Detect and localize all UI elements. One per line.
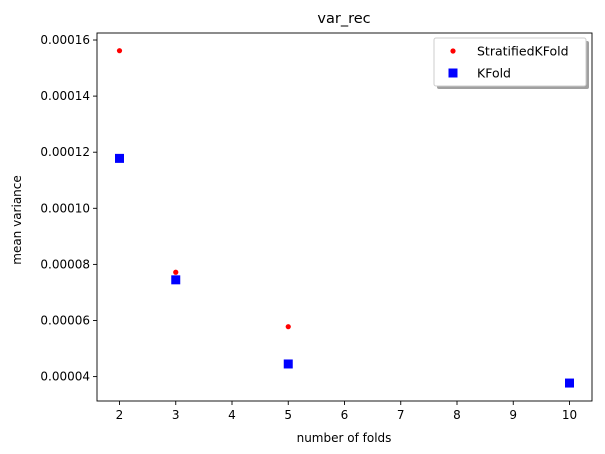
- x-tick-label: 3: [172, 408, 180, 422]
- x-tick-label: 6: [341, 408, 349, 422]
- y-tick-label: 0.00006: [40, 314, 90, 328]
- y-tick-label: 0.00014: [40, 89, 90, 103]
- x-tick-label: 5: [284, 408, 292, 422]
- y-axis-label: mean variance: [10, 175, 24, 265]
- y-tick-label: 0.00008: [40, 257, 90, 271]
- chart-title: var_rec: [317, 11, 370, 27]
- y-tick-label: 0.00010: [40, 201, 90, 215]
- x-tick-label: 10: [562, 408, 577, 422]
- legend-box: [433, 37, 587, 87]
- legend-label: StratifiedKFold: [477, 44, 569, 59]
- legend-marker-kfold: [448, 68, 458, 78]
- series-kfold-point: [565, 378, 574, 388]
- y-tick-label: 0.00004: [40, 370, 90, 384]
- series-stratifiedkfold-point: [285, 324, 291, 330]
- series-kfold-point: [115, 153, 124, 163]
- x-tick-label: 8: [453, 408, 461, 422]
- series-kfold-point: [171, 275, 181, 285]
- x-tick-label: 4: [228, 408, 236, 422]
- series-stratifiedkfold-point: [116, 48, 123, 54]
- legend-label: KFold: [477, 66, 511, 81]
- x-tick-label: 7: [397, 408, 405, 422]
- series-kfold-point: [283, 359, 293, 369]
- x-tick-label: 2: [116, 408, 124, 422]
- series-stratifiedkfold-point: [173, 269, 179, 275]
- y-tick-label: 0.00012: [40, 145, 90, 159]
- legend: StratifiedKFold KFold: [433, 37, 589, 89]
- y-tick-label: 0.00016: [40, 33, 90, 47]
- x-axis-label: number of folds: [297, 431, 392, 445]
- x-tick-label: 9: [509, 408, 517, 422]
- legend-marker-stratifiedkfold: [450, 48, 456, 54]
